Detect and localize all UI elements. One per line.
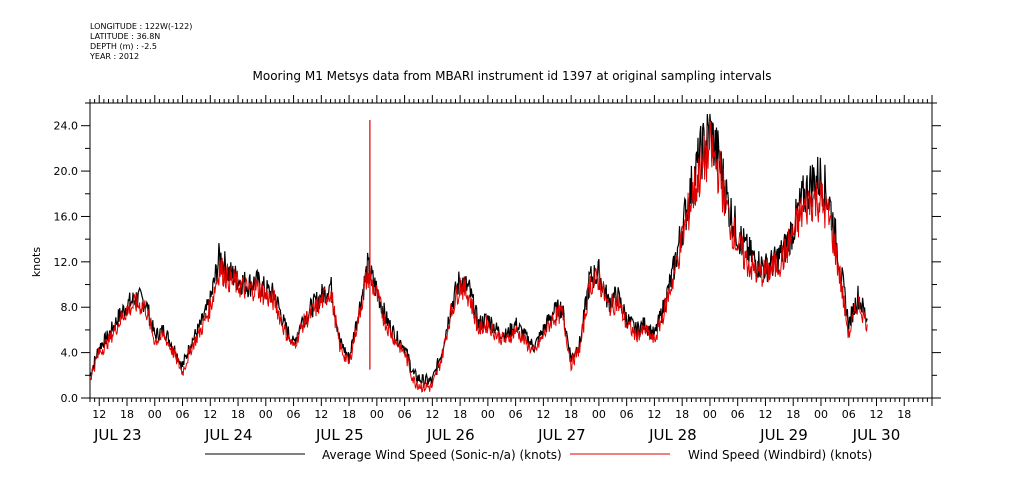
series-line-0 (89, 113, 868, 388)
plot-frame (89, 102, 933, 399)
axis-ticks (81, 95, 941, 406)
y-tick-label: 8.0 (61, 301, 79, 314)
x-tick-label: 00 (481, 408, 495, 421)
date-label: JUL 24 (204, 426, 253, 444)
x-tick-label: 00 (703, 408, 717, 421)
x-tick-label: 12 (203, 408, 217, 421)
y-axis-label: knots (30, 247, 43, 277)
date-label: JUL 28 (648, 426, 697, 444)
x-tick-label: 12 (869, 408, 883, 421)
series-lines (89, 113, 868, 393)
y-tick-label: 20.0 (54, 165, 79, 178)
x-tick-label: 06 (398, 408, 412, 421)
x-tick-label: 06 (176, 408, 190, 421)
x-tick-label: 06 (731, 408, 745, 421)
x-tick-label: 06 (287, 408, 301, 421)
date-label: JUL 26 (426, 426, 475, 444)
x-tick-label: 18 (564, 408, 578, 421)
x-tick-labels: 12 18 00 06 12 18 00 06 12 18 00 06 12 18 00 06 12 18 00 06… (92, 408, 911, 421)
date-label: JUL 29 (759, 426, 808, 444)
date-label: JUL 25 (315, 426, 364, 444)
legend-label-sonic: Average Wind Speed (Sonic-n/a) (knots) (322, 448, 562, 462)
date-label: JUL 23 (93, 426, 142, 444)
x-tick-label: 00 (259, 408, 273, 421)
x-tick-label: 18 (897, 408, 911, 421)
date-label: JUL 30 (852, 426, 901, 444)
y-tick-label: 16.0 (54, 210, 79, 223)
x-tick-label: 00 (592, 408, 606, 421)
x-tick-label: 18 (675, 408, 689, 421)
x-tick-label: 12 (758, 408, 772, 421)
x-tick-label: 00 (148, 408, 162, 421)
y-tick-label: 12.0 (54, 256, 79, 269)
metadata-block: LONGITUDE : 122W(-122) LATITUDE : 36.8N … (90, 22, 192, 62)
y-tick-label: 4.0 (61, 347, 79, 360)
x-tick-label: 18 (342, 408, 356, 421)
y-tick-label: 24.0 (54, 120, 79, 133)
x-tick-label: 18 (120, 408, 134, 421)
y-tick-labels: 0.0 4.0 8.0 12.0 16.0 20.0 24.0 (54, 120, 79, 405)
x-tick-label: 12 (536, 408, 550, 421)
date-labels: JUL 23 JUL 24 JUL 25 JUL 26 JUL 27 JUL 28 JUL … (93, 426, 900, 444)
x-tick-label: 06 (509, 408, 523, 421)
longitude-text: LONGITUDE : 122W(-122) (90, 22, 193, 31)
chart-title: Mooring M1 Metsys data from MBARI instru… (253, 69, 772, 83)
x-tick-label: 12 (92, 408, 106, 421)
y-tick-label: 0.0 (61, 392, 79, 405)
x-tick-label: 18 (453, 408, 467, 421)
year-text: YEAR : 2012 (90, 52, 140, 61)
x-tick-label: 12 (314, 408, 328, 421)
x-tick-label: 18 (231, 408, 245, 421)
latitude-text: LATITUDE : 36.8N (90, 32, 161, 41)
x-tick-label: 12 (647, 408, 661, 421)
series-line-1 (89, 121, 868, 393)
x-tick-label: 18 (786, 408, 800, 421)
date-label: JUL 27 (537, 426, 586, 444)
x-tick-label: 06 (842, 408, 856, 421)
legend: Average Wind Speed (Sonic-n/a) (knots) W… (205, 448, 872, 462)
x-tick-label: 00 (814, 408, 828, 421)
x-tick-label: 06 (620, 408, 634, 421)
depth-text: DEPTH (m) : -2.5 (90, 42, 157, 51)
legend-label-windbird: Wind Speed (Windbird) (knots) (688, 448, 872, 462)
x-tick-label: 12 (425, 408, 439, 421)
x-tick-label: 00 (370, 408, 384, 421)
